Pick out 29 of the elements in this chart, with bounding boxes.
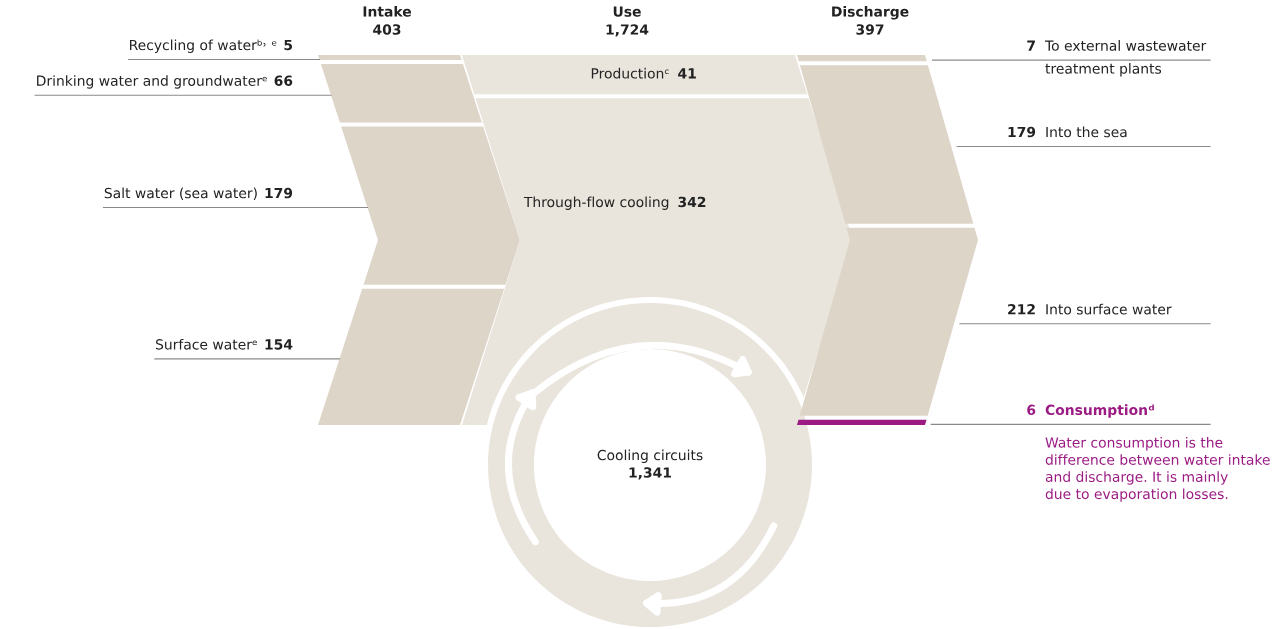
data-label: 179: [1008, 126, 1036, 138]
data-label: 66: [274, 75, 293, 86]
category-label: Productionᶜ: [591, 67, 669, 79]
text: Use: [613, 6, 641, 17]
data-label: 1,341: [629, 467, 672, 480]
category-label: Into the sea: [1046, 126, 1127, 138]
text: Discharge: [832, 6, 909, 20]
category-label: Recycling of waterᵇ˒ ᵉ: [130, 39, 277, 53]
data-label: 212: [1008, 304, 1035, 315]
category-label: Cooling circuits: [597, 449, 703, 463]
category-label: Drinking water and groundwaterᵉ: [37, 75, 267, 89]
category-label: Through-flow cooling: [523, 196, 669, 210]
category-label: Into surface water: [1046, 303, 1172, 315]
data-label: 342: [678, 196, 706, 208]
data-label: 154: [265, 339, 293, 350]
text: Water consumption is the difference between water intake and discharge. It is mainly due to evaporation losses.: [1045, 437, 1270, 502]
category-label: Surface waterᵉ: [155, 338, 257, 350]
data-label: 5: [284, 39, 293, 51]
data-label: 7: [1027, 40, 1035, 51]
text: 397: [856, 24, 884, 35]
data-label: 6: [1027, 404, 1036, 416]
category-label: Salt water (sea water): [104, 187, 257, 200]
data-label: 179: [265, 187, 293, 199]
text: 403: [373, 24, 401, 35]
category-label: Consumptionᵈ: [1045, 404, 1154, 418]
category-label: To external wastewater treatment plants: [1044, 40, 1207, 77]
data-label: 41: [678, 68, 696, 79]
text: Intake: [363, 6, 412, 17]
text: 1,724: [606, 24, 649, 37]
